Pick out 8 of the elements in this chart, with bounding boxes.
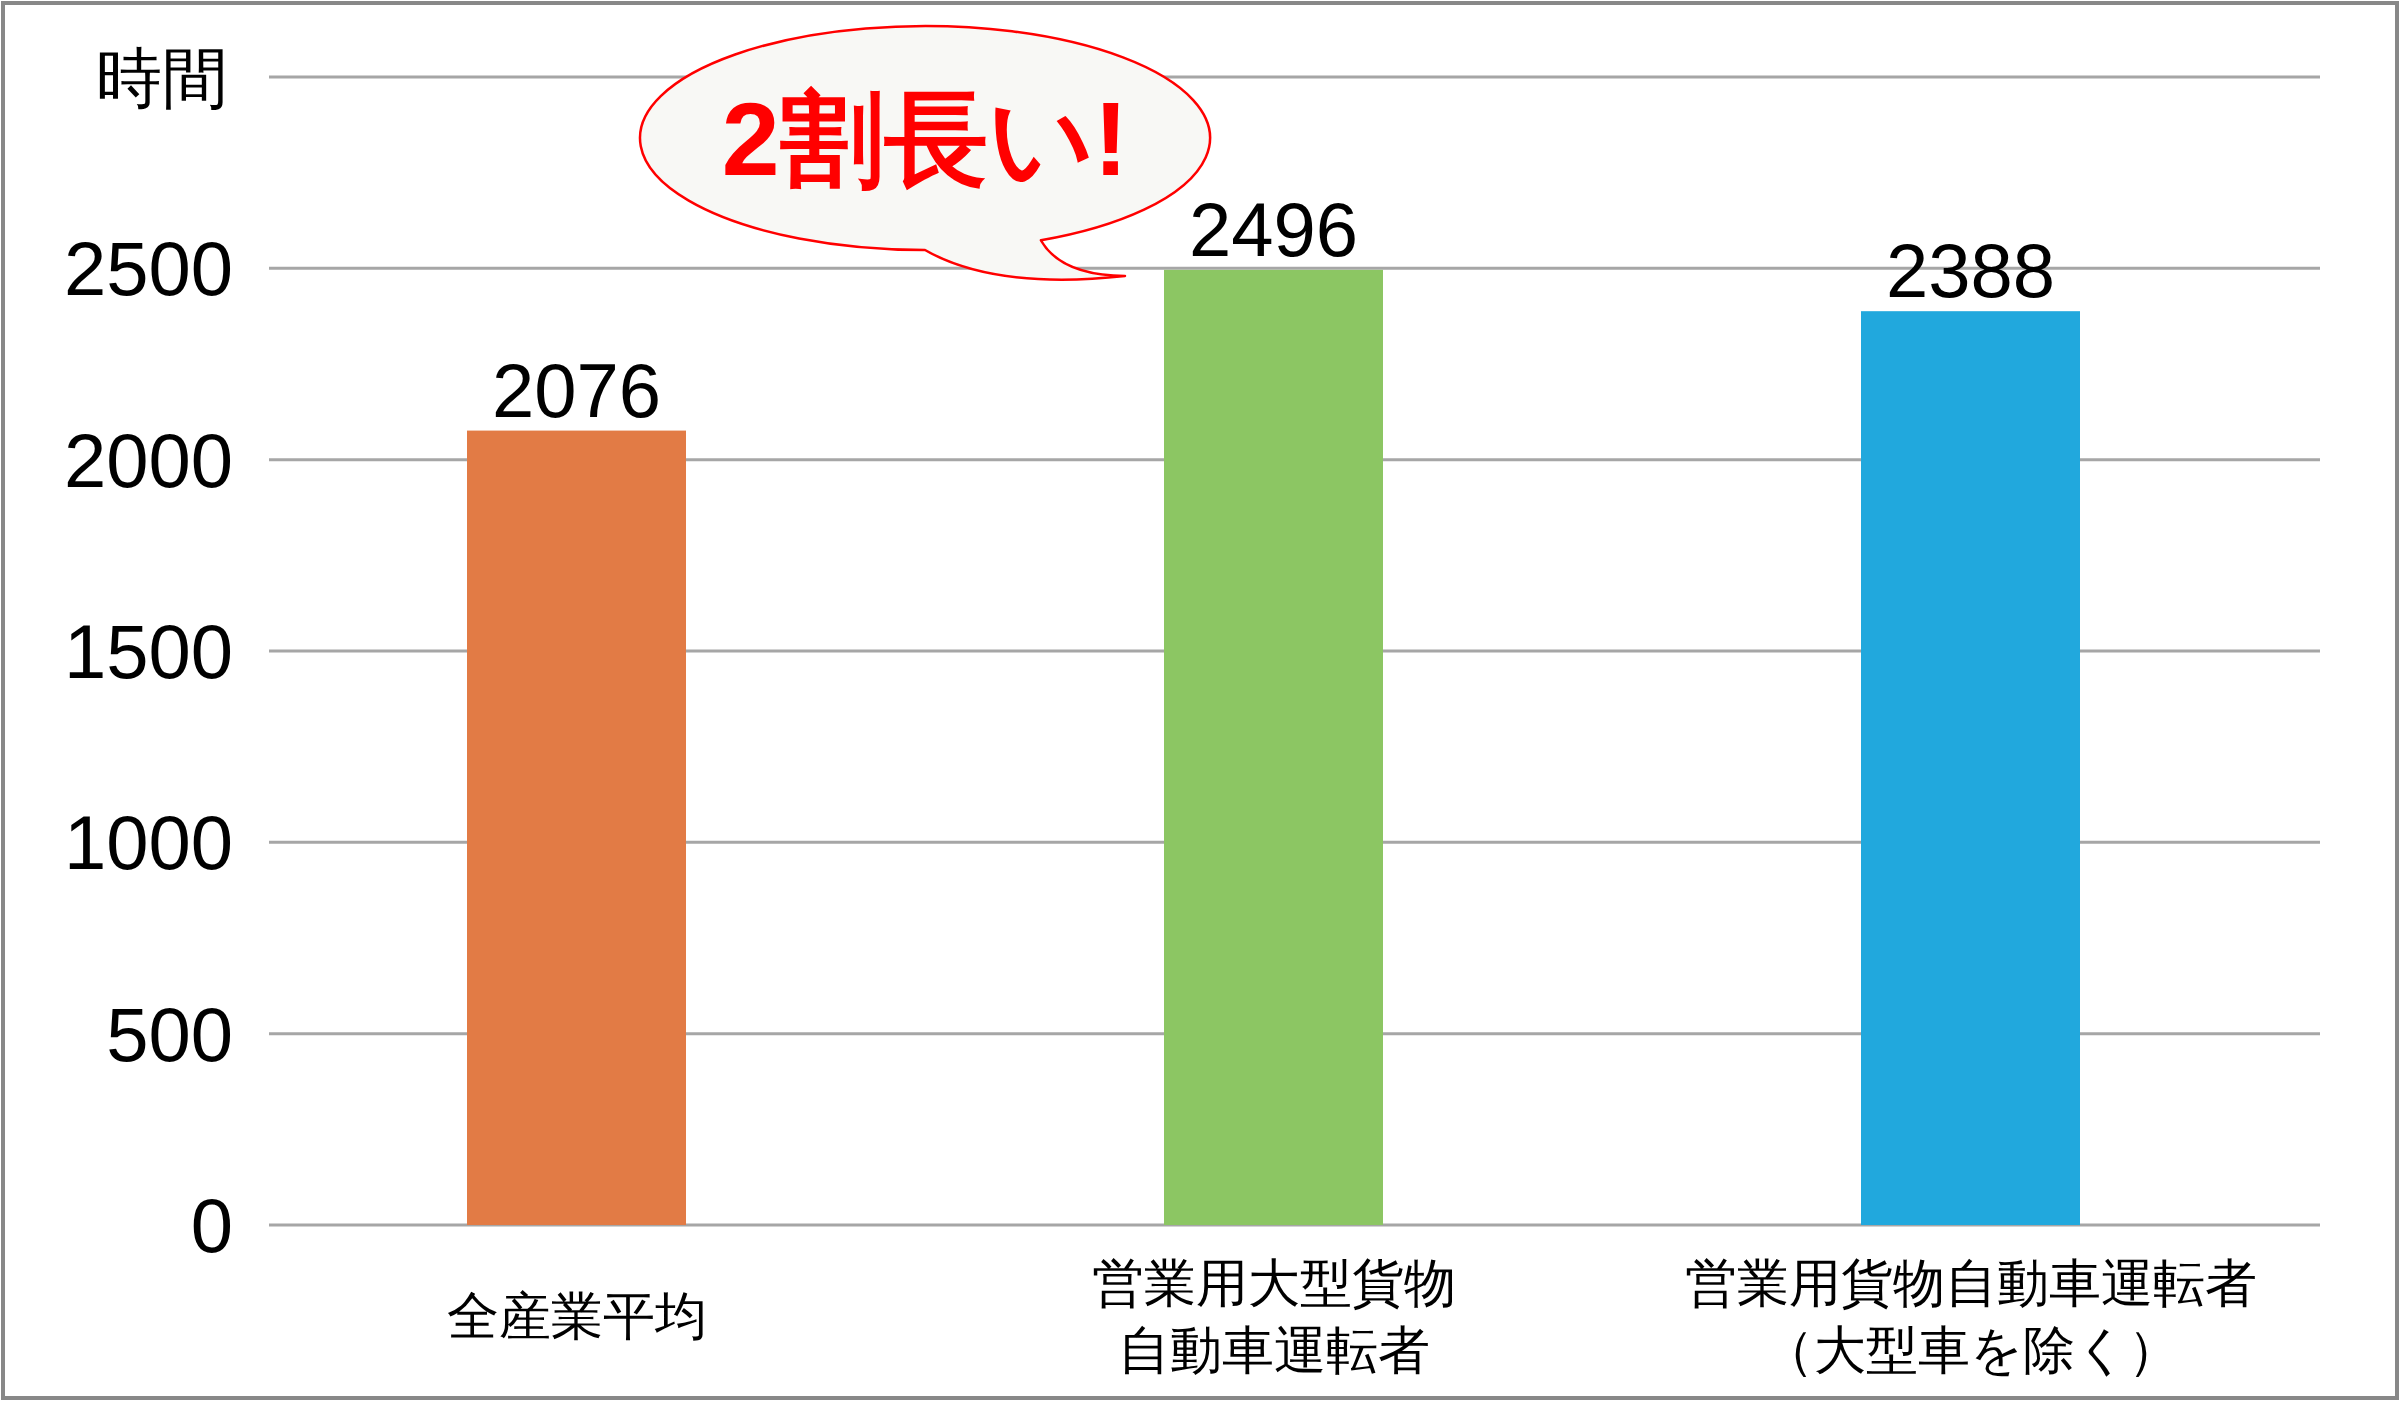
y-tick-label: 500 bbox=[106, 991, 233, 1077]
y-tick-label: 1500 bbox=[63, 609, 233, 694]
y-tick-label: 1000 bbox=[63, 800, 233, 886]
y-tick-label: 2000 bbox=[63, 417, 233, 503]
y-axis-title: 時間 bbox=[96, 41, 228, 115]
annotation: 2割長い! bbox=[721, 81, 1129, 197]
y-tick-label: 2500 bbox=[63, 226, 233, 312]
y-tick-label: 0 bbox=[190, 1183, 233, 1268]
